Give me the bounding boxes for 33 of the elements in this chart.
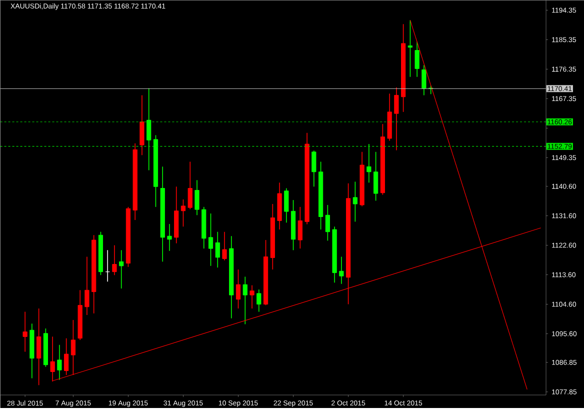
candlestick: [194, 180, 200, 216]
candlestick: [84, 256, 90, 316]
candlestick: [298, 206, 302, 249]
candlestick: [70, 319, 76, 376]
candlestick: [64, 338, 69, 376]
candlestick: [414, 41, 420, 78]
candlestick: [208, 212, 214, 266]
candlestick: [167, 223, 172, 252]
candlestick: [366, 144, 372, 183]
candlestick: [140, 94, 144, 156]
candlestick: [222, 231, 227, 261]
candlestick: [250, 284, 254, 309]
candlestick: [22, 311, 28, 352]
candlestick: [284, 188, 289, 223]
candlestick: [339, 256, 344, 284]
candlestick: [242, 276, 248, 325]
candlestick: [408, 20, 413, 78]
candlestick: [312, 150, 316, 187]
candlestick: [236, 269, 241, 309]
candlestick: [352, 181, 358, 222]
candlestick: [57, 344, 62, 380]
candlestick: [180, 198, 186, 227]
candlestick: [325, 204, 330, 241]
candlestick: [394, 86, 399, 151]
candlestick: [112, 244, 117, 276]
candlestick: [36, 308, 42, 386]
candlestick: [373, 151, 378, 202]
candlestick: [215, 231, 220, 268]
candlestick: [422, 64, 426, 96]
candlestick: [256, 289, 262, 312]
candlestick: [146, 88, 152, 171]
candlestick: [188, 161, 192, 210]
candlestick: [119, 250, 124, 289]
